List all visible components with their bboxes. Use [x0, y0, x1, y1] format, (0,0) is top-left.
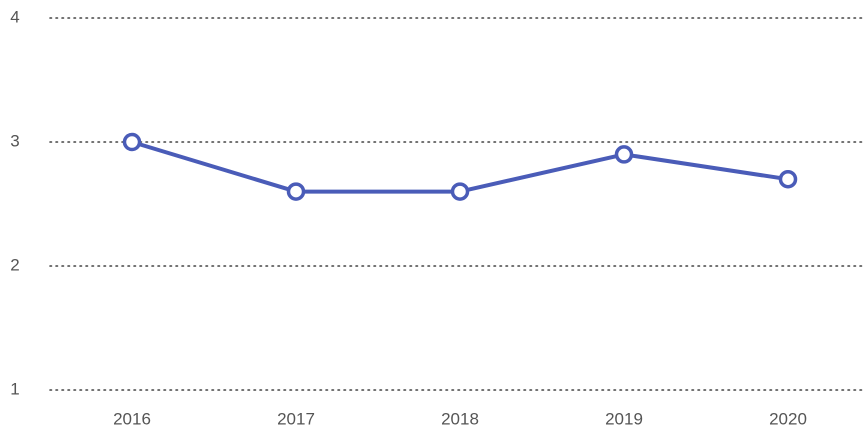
point — [450, 182, 470, 201]
y-tick-label: 3 — [10, 131, 19, 150]
y-tick-label: 4 — [10, 7, 19, 26]
point — [778, 169, 798, 189]
y-tick-label: 2 — [10, 255, 19, 274]
x-tick-label: 2016 — [113, 409, 151, 428]
point — [122, 132, 142, 152]
x-tick-label: 2017 — [277, 409, 315, 428]
x-tick-label: 2020 — [769, 409, 807, 428]
x-tick-label: 2019 — [605, 409, 643, 428]
point — [614, 145, 634, 164]
x-tick-label: 2018 — [441, 409, 479, 428]
point — [286, 182, 306, 201]
y-tick-label: 1 — [10, 379, 19, 398]
